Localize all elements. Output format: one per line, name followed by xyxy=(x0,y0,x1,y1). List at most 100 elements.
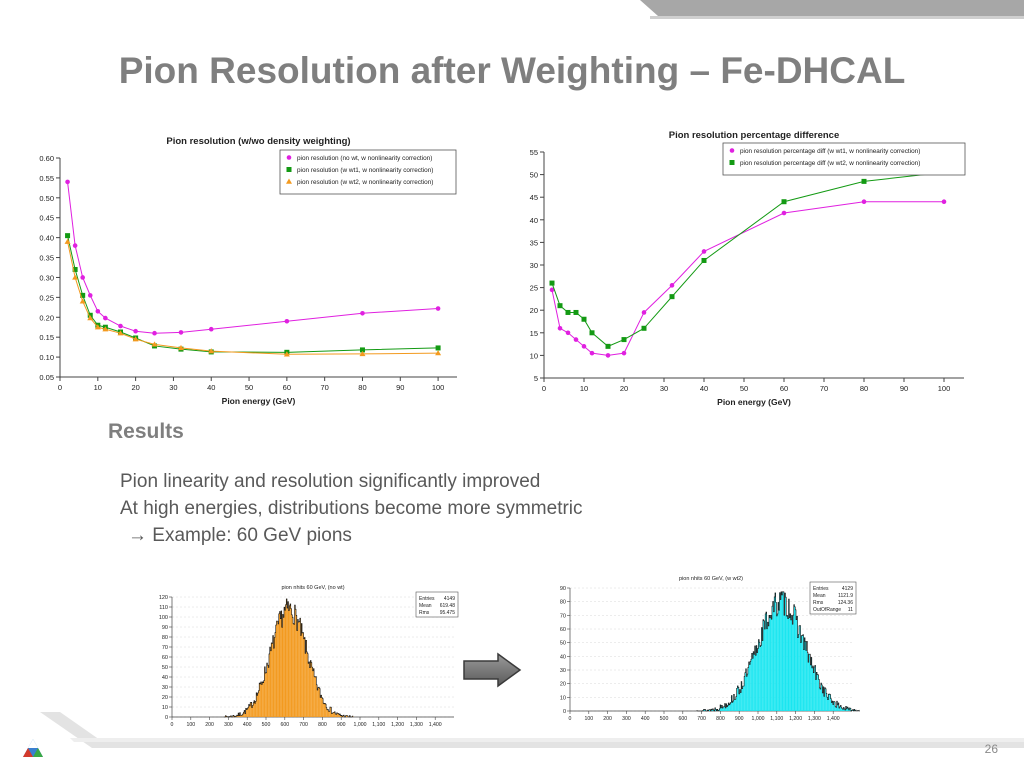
histogram-bar xyxy=(326,707,327,717)
histogram-bar xyxy=(288,610,290,717)
histogram-bar xyxy=(307,653,309,717)
data-point xyxy=(94,324,101,330)
histogram-bar xyxy=(741,681,742,711)
y-tick-label: 80 xyxy=(162,635,168,641)
x-tick-label: 50 xyxy=(245,383,253,392)
histogram-bar xyxy=(780,599,781,711)
histogram-bar xyxy=(844,709,846,711)
histogram-bar xyxy=(721,705,723,711)
x-tick-label: 90 xyxy=(900,384,908,393)
y-tick-label: 0.50 xyxy=(39,194,54,203)
histogram-bar xyxy=(268,667,269,717)
x-tick-label: 800 xyxy=(318,722,327,728)
histogram-bar xyxy=(299,621,300,717)
series-line xyxy=(67,241,439,355)
histogram-bar xyxy=(311,667,313,717)
histogram-bar xyxy=(731,695,733,711)
histogram-bar xyxy=(822,692,824,711)
histogram-bar xyxy=(342,715,344,717)
histogram-bar xyxy=(714,707,716,711)
data-point xyxy=(621,350,627,356)
histogram-bar xyxy=(753,654,755,711)
histogram-bar xyxy=(799,625,800,711)
x-tick-label: 10 xyxy=(94,383,102,392)
histogram-bar xyxy=(799,625,801,711)
histogram-bar xyxy=(247,708,248,717)
x-tick-label: 0 xyxy=(542,384,546,393)
histogram-bar xyxy=(310,660,312,717)
histogram-bar xyxy=(278,613,280,717)
histogram-bar xyxy=(248,704,250,717)
histogram-bar xyxy=(830,698,832,711)
histogram-bar xyxy=(251,707,253,717)
y-tick-label: 70 xyxy=(162,645,168,651)
histogram-bar xyxy=(233,715,235,717)
histogram-bar xyxy=(853,709,855,711)
x-tick-label: 20 xyxy=(620,384,628,393)
percentage-difference-chart: Pion resolution percentage difference 0 10… xyxy=(514,118,969,413)
histogram-bar xyxy=(319,688,321,717)
histogram-bar xyxy=(771,619,772,711)
histogram-bar xyxy=(247,707,249,717)
histogram-bar xyxy=(277,621,278,717)
data-point xyxy=(64,238,71,244)
histogram-bar xyxy=(735,696,737,711)
histogram-bar xyxy=(732,702,733,711)
histogram-bar xyxy=(308,663,309,717)
histogram-bar xyxy=(762,640,763,711)
x-tick-label: 600 xyxy=(678,716,687,722)
histogram-bar xyxy=(841,708,843,711)
histogram-bar xyxy=(790,619,792,711)
data-point xyxy=(72,243,78,248)
histogram-bar xyxy=(782,591,784,711)
histogram-bars xyxy=(696,591,860,711)
histogram-bar xyxy=(776,615,778,711)
histogram-bar xyxy=(317,687,319,717)
histogram-bar xyxy=(752,658,754,711)
bullet-example: → Example: 60 GeV pions xyxy=(128,525,352,546)
histogram-bar xyxy=(850,708,851,711)
y-tick-label: 35 xyxy=(530,238,538,247)
histogram-no-weight: pion nhits 60 GeV, (no wt) 0 10 20 30 40 50 60 7… xyxy=(150,575,462,735)
histogram-bar xyxy=(840,705,842,711)
x-tick-label: 1,000 xyxy=(354,722,367,728)
line-chart-svg: Pion resolution percentage difference 0 10… xyxy=(530,130,966,407)
histogram-bar xyxy=(737,685,739,711)
y-tick-label: 55 xyxy=(530,148,538,157)
histogram-bar xyxy=(732,701,734,711)
data-point xyxy=(286,167,292,172)
histogram-bar xyxy=(849,707,851,711)
histogram-bar xyxy=(326,709,328,717)
y-tick-label: 45 xyxy=(530,193,538,202)
data-point xyxy=(581,316,587,322)
stats-frame xyxy=(415,591,459,618)
histogram-svg: pion nhits 60 GeV, (no wt) 0 10 20 30 40 50 60 7… xyxy=(150,575,462,735)
histogram-bar xyxy=(820,689,821,711)
histogram-bar xyxy=(727,705,729,711)
data-point xyxy=(589,350,595,356)
data-point xyxy=(117,330,124,336)
data-point xyxy=(132,336,139,342)
histogram-bar xyxy=(290,608,292,717)
y-tick-label: 20 xyxy=(560,682,566,688)
data-point xyxy=(133,328,138,334)
histogram-bar xyxy=(789,613,791,711)
histogram-bar xyxy=(783,591,784,711)
histogram-bar xyxy=(280,618,281,717)
histogram-bar xyxy=(335,713,336,717)
x-tick-label: 700 xyxy=(697,716,706,722)
histogram-bar xyxy=(762,619,764,711)
histogram-bar xyxy=(768,625,769,711)
histogram-bar xyxy=(777,602,779,711)
histogram-bar xyxy=(257,692,259,717)
histogram-bar xyxy=(293,623,294,717)
x-tick-label: 900 xyxy=(735,716,744,722)
series-1 xyxy=(65,233,441,355)
histogram-bar xyxy=(235,716,236,717)
x-tick-label: 40 xyxy=(700,384,708,393)
histogram-bar xyxy=(276,621,278,717)
x-tick-label: 1,100 xyxy=(770,716,783,722)
histogram-bar xyxy=(769,617,771,711)
y-tick-label: 0.25 xyxy=(39,293,54,302)
y-tick-label: 110 xyxy=(159,605,168,611)
